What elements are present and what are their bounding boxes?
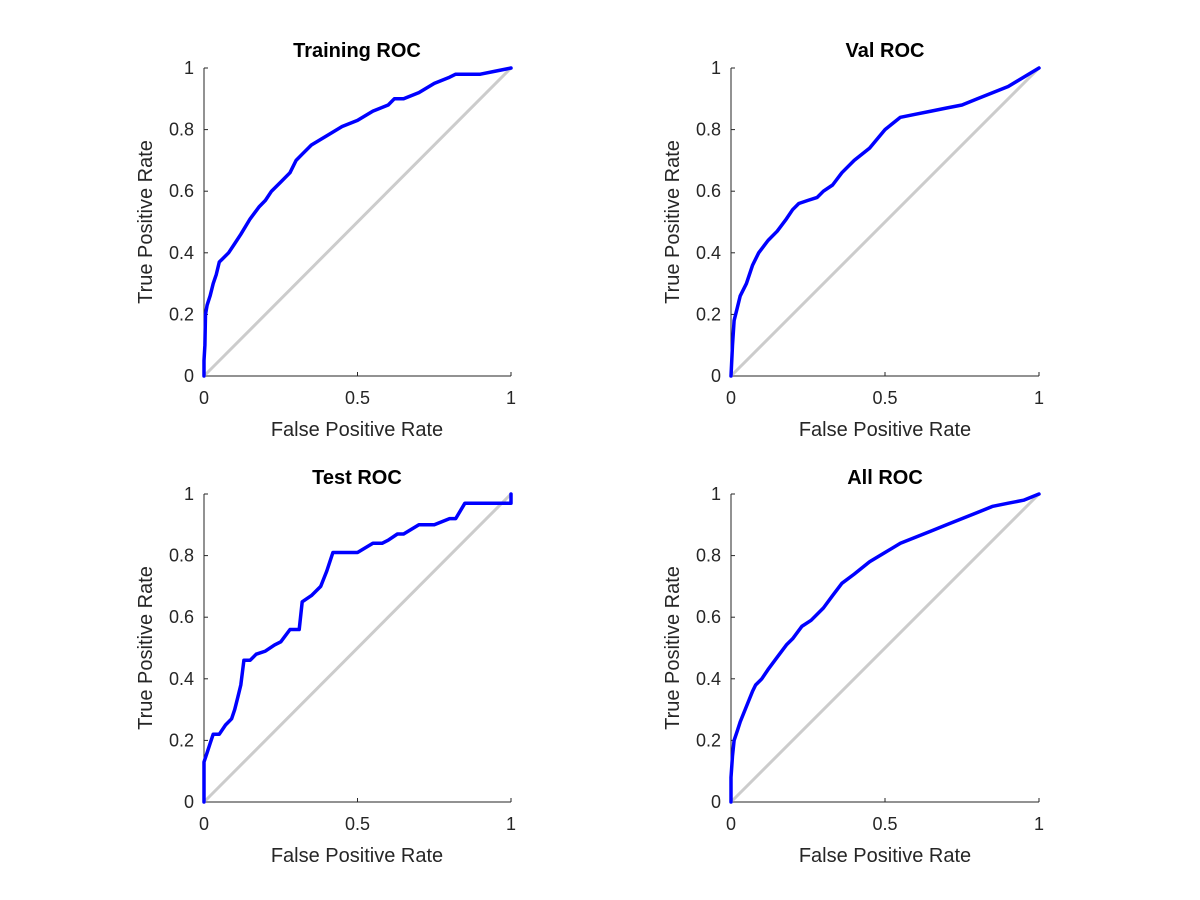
subplot-all-roc: All ROC False Positive Rate True Positiv… bbox=[662, 467, 1044, 867]
x-tick-label: 0.5 bbox=[345, 388, 370, 408]
y-tick-label: 0.8 bbox=[696, 120, 721, 140]
y-tick-label: 0.2 bbox=[696, 730, 721, 750]
y-tick-label: 1 bbox=[711, 58, 721, 78]
x-tick-label: 1 bbox=[506, 814, 516, 834]
y-tick-label: 0.4 bbox=[696, 669, 721, 689]
y-tick-label: 1 bbox=[711, 484, 721, 504]
diagonal-line bbox=[202, 492, 513, 804]
x-tick-label: 1 bbox=[1034, 388, 1044, 408]
y-tick-label: 0.8 bbox=[169, 546, 194, 566]
y-tick-label: 1 bbox=[184, 484, 194, 504]
y-axis-label: True Positive Rate bbox=[135, 566, 157, 730]
y-tick-label: 1 bbox=[184, 58, 194, 78]
subplot-val-roc: Val ROC False Positive Rate True Positiv… bbox=[662, 40, 1044, 441]
roc-curve-line bbox=[729, 66, 1041, 378]
y-tick-label: 0 bbox=[711, 792, 721, 812]
y-tick-label: 0.8 bbox=[696, 546, 721, 566]
chart-title: Test ROC bbox=[312, 467, 402, 489]
x-tick-label: 0 bbox=[199, 388, 209, 408]
x-tick-label: 0 bbox=[726, 814, 736, 834]
chart-title: Val ROC bbox=[846, 40, 925, 62]
diagonal-line bbox=[202, 66, 513, 378]
roc-curve-line bbox=[729, 492, 1041, 804]
x-tick-label: 0.5 bbox=[872, 388, 897, 408]
chart-title: Training ROC bbox=[293, 40, 421, 62]
x-tick-label: 1 bbox=[506, 388, 516, 408]
x-tick-label: 0 bbox=[199, 814, 209, 834]
chart-title: All ROC bbox=[847, 467, 923, 489]
x-axis-label: False Positive Rate bbox=[271, 419, 443, 441]
x-tick-label: 1 bbox=[1034, 814, 1044, 834]
y-axis-label: True Positive Rate bbox=[662, 140, 684, 304]
y-tick-label: 0.4 bbox=[696, 243, 721, 263]
diagonal-line bbox=[729, 66, 1041, 378]
diagonal-line bbox=[729, 492, 1041, 804]
y-tick-label: 0.2 bbox=[169, 730, 194, 750]
y-tick-label: 0.6 bbox=[696, 181, 721, 201]
y-tick-label: 0.2 bbox=[169, 304, 194, 324]
roc-curve-line bbox=[202, 492, 513, 804]
y-tick-label: 0.2 bbox=[696, 304, 721, 324]
subplot-training-roc: Training ROC False Positive Rate True Po… bbox=[135, 40, 516, 441]
y-tick-label: 0 bbox=[184, 366, 194, 386]
roc-curve-line bbox=[202, 66, 513, 378]
x-tick-label: 0.5 bbox=[345, 814, 370, 834]
y-tick-label: 0 bbox=[711, 366, 721, 386]
y-tick-label: 0.4 bbox=[169, 669, 194, 689]
x-tick-label: 0 bbox=[726, 388, 736, 408]
y-tick-label: 0.6 bbox=[169, 607, 194, 627]
y-tick-label: 0.6 bbox=[696, 607, 721, 627]
y-tick-label: 0.8 bbox=[169, 120, 194, 140]
subplot-test-roc: Test ROC False Positive Rate True Positi… bbox=[135, 467, 516, 867]
y-axis-label: True Positive Rate bbox=[135, 140, 157, 304]
x-axis-label: False Positive Rate bbox=[799, 419, 971, 441]
y-axis-label: True Positive Rate bbox=[662, 566, 684, 730]
y-tick-label: 0.6 bbox=[169, 181, 194, 201]
y-tick-label: 0.4 bbox=[169, 243, 194, 263]
x-axis-label: False Positive Rate bbox=[271, 845, 443, 867]
x-axis-label: False Positive Rate bbox=[799, 845, 971, 867]
y-tick-label: 0 bbox=[184, 792, 194, 812]
x-tick-label: 0.5 bbox=[872, 814, 897, 834]
